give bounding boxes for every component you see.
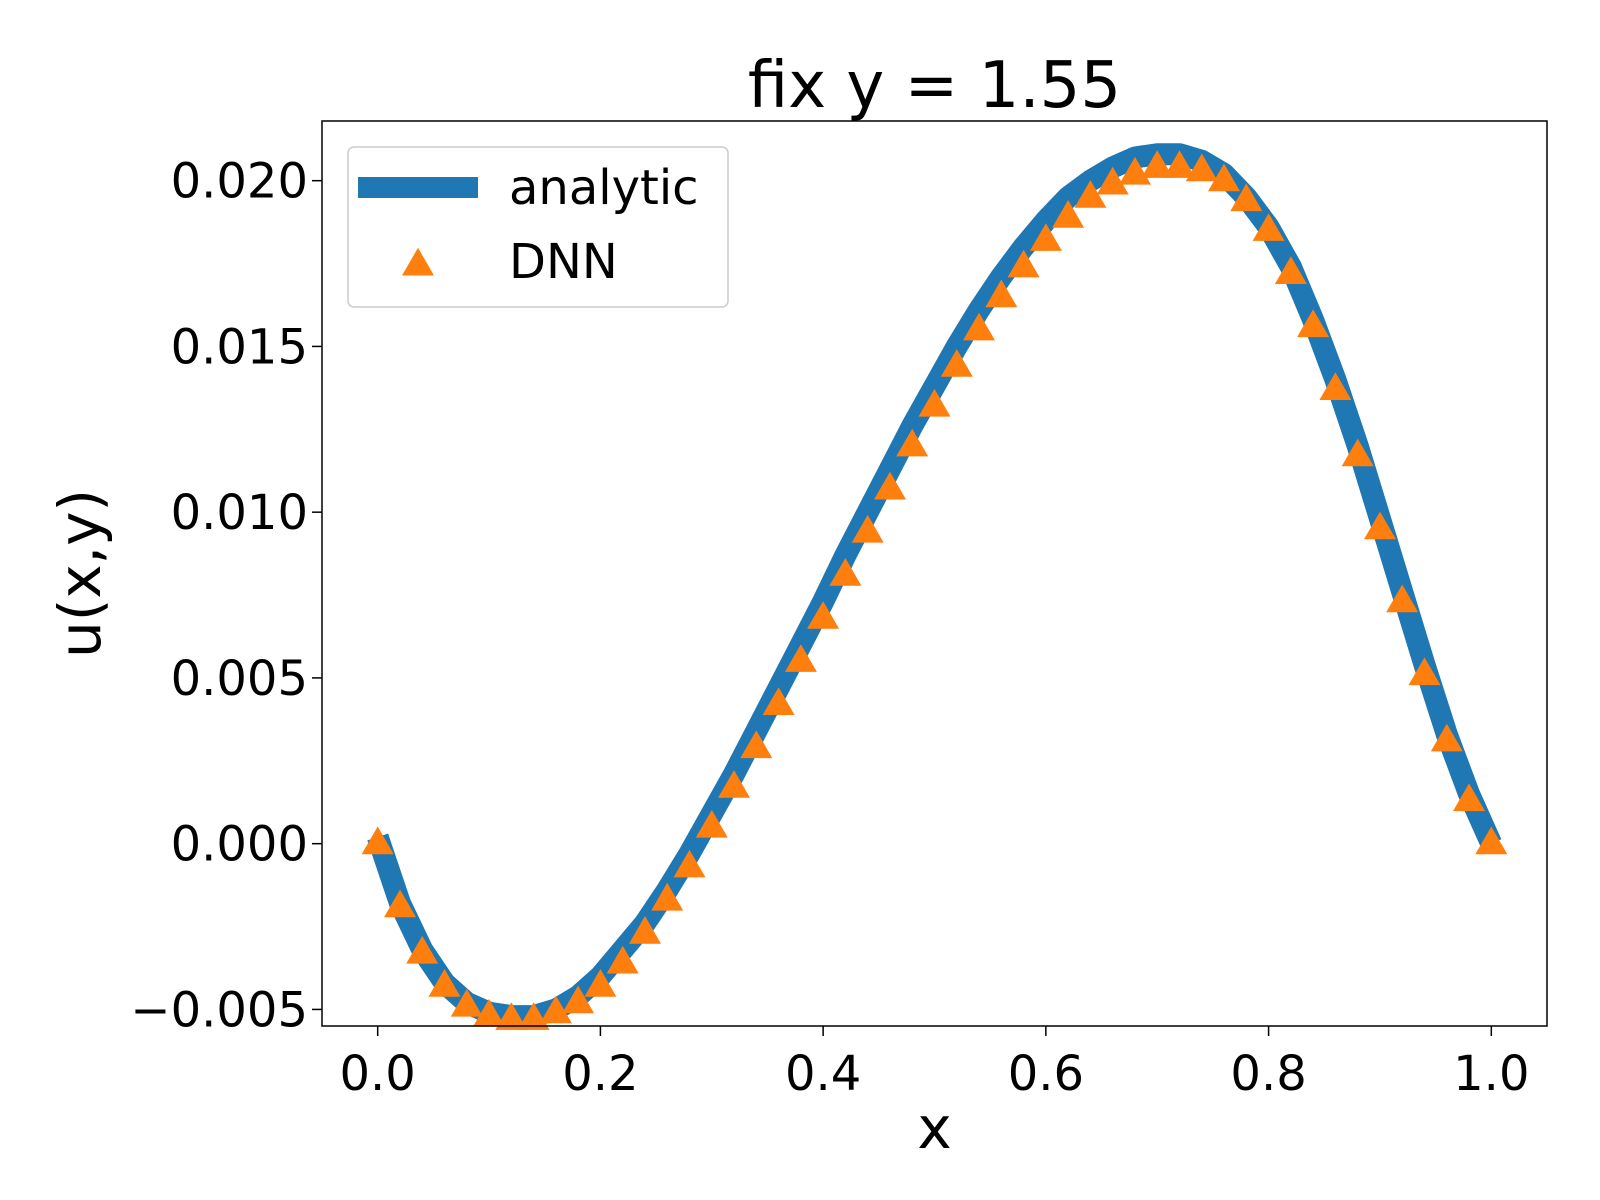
y-tick-label: 0.015 <box>171 319 308 375</box>
series-dnn-point <box>384 889 416 918</box>
series-dnn-point <box>985 279 1018 308</box>
series-dnn-point <box>473 998 505 1027</box>
series-dnn-point <box>1029 223 1062 251</box>
plot-layer <box>361 143 1508 1030</box>
series-dnn-point <box>807 601 840 629</box>
legend-analytic-label: analytic <box>509 160 699 216</box>
legend: analytic DNN <box>347 146 729 308</box>
series-dnn-point <box>1386 584 1419 613</box>
x-tick-label: 0.0 <box>340 1046 416 1102</box>
series-dnn-point <box>1208 163 1240 192</box>
x-tick-label: 0.8 <box>1230 1046 1306 1102</box>
series-dnn-point <box>718 770 750 798</box>
series-dnn-point <box>1185 153 1218 182</box>
series-dnn-point <box>1052 200 1085 228</box>
series-dnn-point <box>1230 183 1263 212</box>
series-dnn-point <box>584 969 617 997</box>
series-dnn-point <box>1163 150 1196 178</box>
series-dnn-point <box>963 312 995 341</box>
y-axis-label: u(x,y) <box>46 489 114 658</box>
series-dnn-point <box>1096 166 1129 195</box>
series-dnn-point <box>1074 180 1107 208</box>
series-dnn-point <box>1252 213 1285 241</box>
x-tick-label: 0.2 <box>562 1046 638 1102</box>
series-dnn-point <box>918 388 951 417</box>
series-dnn-point <box>562 985 595 1014</box>
series-dnn-point <box>1408 657 1441 686</box>
x-tick-label: 1.0 <box>1453 1046 1529 1102</box>
series-dnn-point <box>1141 150 1174 178</box>
y-tick-label: 0.000 <box>171 817 308 873</box>
series-dnn-point <box>450 988 483 1017</box>
series-dnn-point <box>495 1002 528 1030</box>
series-dnn-point <box>896 428 929 457</box>
x-tick-label: 0.6 <box>1008 1046 1084 1102</box>
series-dnn-point <box>1364 511 1396 540</box>
series-dnn-point <box>1341 438 1374 467</box>
chart-title: fix y = 1.55 <box>748 49 1121 123</box>
axes-layer: 0.0 0.2 0.4 0.6 0.8 1.0 −0.005 0.000 0.005 0.010 0… <box>130 154 1529 1102</box>
y-tick-label: 0.020 <box>171 154 308 210</box>
series-dnn-point <box>695 809 728 838</box>
series-dnn-point <box>539 995 572 1024</box>
plot-frame <box>321 120 1548 1027</box>
series-dnn-point <box>651 882 684 911</box>
series-dnn-point <box>940 349 973 377</box>
series-dnn-point <box>1297 309 1330 338</box>
y-tick-label: 0.010 <box>171 485 308 541</box>
series-dnn-point <box>740 730 773 759</box>
x-axis-label: x <box>917 1094 951 1162</box>
series-dnn-point <box>851 514 884 543</box>
series-dnn-point <box>361 826 394 855</box>
series-dnn-point <box>1430 723 1463 752</box>
y-tick-label: −0.005 <box>130 982 308 1038</box>
series-dnn-point <box>1319 372 1352 400</box>
legend-dnn-marker <box>402 247 434 276</box>
series-dnn-point <box>784 644 817 672</box>
y-tick-label: 0.005 <box>171 651 308 707</box>
series-dnn-point <box>606 945 639 974</box>
series-analytic-line <box>367 143 1502 1028</box>
series-dnn-point <box>829 558 862 586</box>
series-dnn-point <box>673 849 706 878</box>
legend-dnn-label: DNN <box>509 234 618 290</box>
series-dnn-point <box>406 935 439 964</box>
legend-analytic-swatch <box>358 177 478 198</box>
x-tick-label: 0.4 <box>785 1046 861 1102</box>
series-dnn-point <box>629 916 661 944</box>
series-dnn-point <box>1274 256 1307 284</box>
series-dnn-point <box>874 471 906 500</box>
series-dnn-point <box>1453 783 1485 812</box>
series-dnn-point <box>428 969 461 997</box>
series-dnn-point <box>762 687 795 715</box>
series-dnn-point <box>1475 826 1508 855</box>
series-dnn-point <box>1007 249 1040 278</box>
